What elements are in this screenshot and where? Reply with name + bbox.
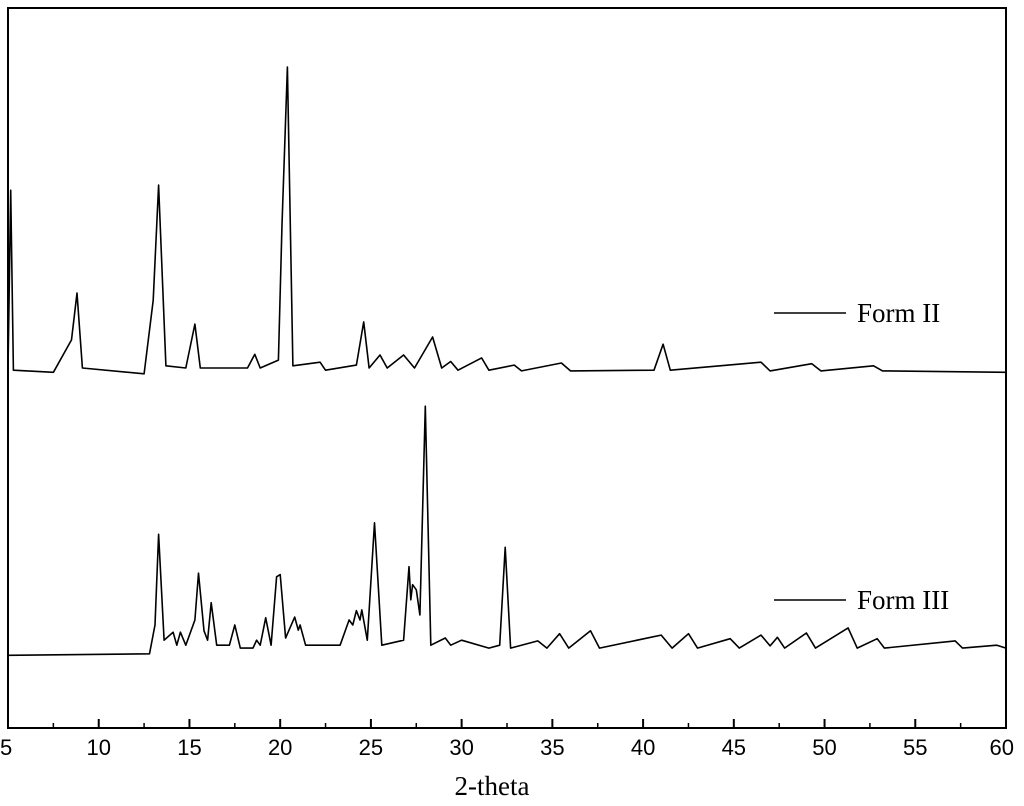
x-tick-label: 25 (359, 735, 383, 760)
series-line (7, 405, 1007, 657)
legend-label: Form II (857, 298, 940, 328)
x-tick-label: 10 (86, 735, 110, 760)
x-tick-label: 5 (0, 735, 12, 760)
x-tick-label: 15 (177, 735, 201, 760)
series-line (7, 66, 1007, 375)
x-tick-label: 45 (722, 735, 746, 760)
x-tick-label: 20 (268, 735, 292, 760)
x-tick-label: 35 (540, 735, 564, 760)
x-axis-title: 2-theta (455, 771, 530, 801)
x-tick-label: 55 (903, 735, 927, 760)
x-tick-label: 60 (990, 735, 1014, 760)
x-tick-label: 50 (812, 735, 836, 760)
legend-label: Form III (857, 585, 949, 615)
x-tick-label: 30 (449, 735, 473, 760)
x-tick-label: 40 (631, 735, 655, 760)
